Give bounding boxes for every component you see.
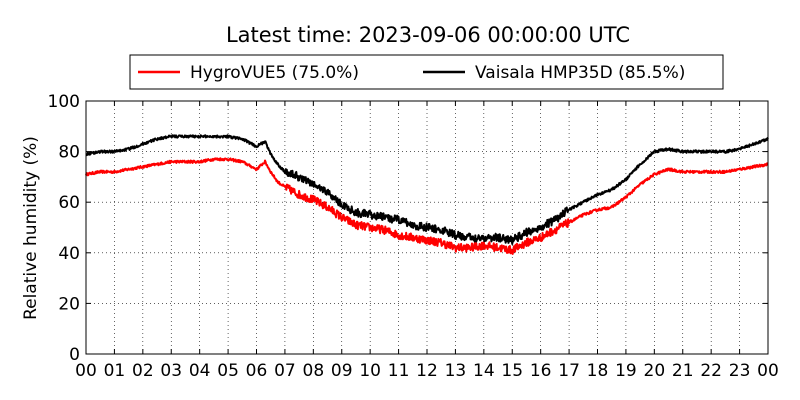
x-tick-label: 16 xyxy=(530,361,552,381)
y-tick-label: 60 xyxy=(58,193,80,213)
x-tick-label: 09 xyxy=(331,361,353,381)
x-tick-label: 19 xyxy=(615,361,637,381)
series-line-hygrovue5 xyxy=(85,157,769,255)
series-line-vaisala xyxy=(85,134,769,245)
series-layer xyxy=(85,134,769,255)
y-tick-label: 100 xyxy=(48,92,80,112)
y-axis-label: Relative humidity (%) xyxy=(21,136,41,320)
tick-marks xyxy=(85,100,769,355)
x-tick-label: 20 xyxy=(644,361,666,381)
legend-label-vaisala: Vaisala HMP35D (85.5%) xyxy=(475,63,685,83)
x-tick-label: 00 xyxy=(75,361,97,381)
y-tick-label: 80 xyxy=(58,143,80,163)
x-tick-label: 22 xyxy=(700,361,722,381)
y-tick-labels: 0 20 40 60 80 100 xyxy=(48,92,80,365)
y-tick-label: 40 xyxy=(58,244,80,264)
y-tick-label: 0 xyxy=(69,345,80,365)
x-tick-label: 01 xyxy=(104,361,126,381)
x-tick-label: 07 xyxy=(274,361,296,381)
x-tick-label: 08 xyxy=(303,361,325,381)
x-tick-label: 03 xyxy=(160,361,182,381)
x-tick-label: 14 xyxy=(473,361,495,381)
x-tick-label: 05 xyxy=(217,361,239,381)
x-tick-label: 02 xyxy=(132,361,154,381)
x-tick-label: 04 xyxy=(189,361,211,381)
x-tick-label: 10 xyxy=(359,361,381,381)
x-tick-label: 21 xyxy=(672,361,694,381)
x-tick-label: 12 xyxy=(416,361,438,381)
x-tick-label: 13 xyxy=(445,361,467,381)
x-tick-label: 06 xyxy=(246,361,268,381)
x-tick-label: 18 xyxy=(587,361,609,381)
legend-label-hygrovue5: HygroVUE5 (75.0%) xyxy=(190,63,359,83)
x-tick-label: 11 xyxy=(388,361,410,381)
y-tick-label: 20 xyxy=(58,294,80,314)
x-tick-label: 23 xyxy=(729,361,751,381)
legend: HygroVUE5 (75.0%) Vaisala HMP35D (85.5%) xyxy=(129,54,724,90)
x-tick-label: 17 xyxy=(558,361,580,381)
x-tick-label: 15 xyxy=(501,361,523,381)
x-tick-label: 00 xyxy=(757,361,779,381)
chart-title: Latest time: 2023-09-06 00:00:00 UTC xyxy=(226,23,630,47)
x-tick-labels: 00 01 02 03 04 05 06 07 08 09 10 11 12 13 14 15 16 17 18 19… xyxy=(75,361,779,381)
